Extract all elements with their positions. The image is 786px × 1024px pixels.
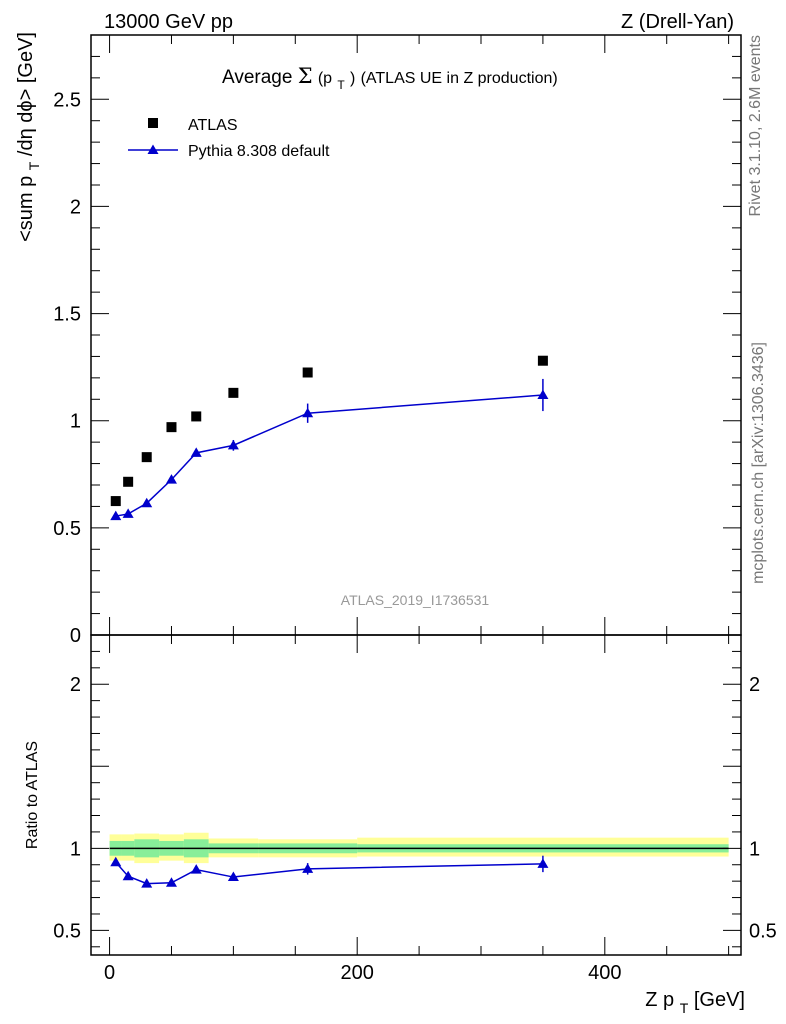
- atlas-point: [537, 355, 548, 366]
- title-sub: T: [337, 78, 345, 92]
- ylabel-post: /dη dϕ> [GeV]: [15, 32, 37, 156]
- legend-pythia-label: Pythia 8.308 default: [188, 143, 330, 160]
- atlas-point: [141, 452, 152, 463]
- atlas-point: [123, 476, 134, 487]
- title-prefix: Average: [222, 67, 298, 88]
- ylabel-sub: T: [26, 161, 42, 170]
- ylabel-pre: <sum p: [15, 176, 37, 242]
- title-close: ): [350, 70, 355, 87]
- ratio-y-tick-label: 0.5: [53, 920, 81, 942]
- title-open: (p: [318, 70, 332, 87]
- atlas-point: [191, 411, 202, 422]
- pythia-point: [122, 508, 134, 518]
- xlabel-post: [GeV]: [694, 989, 745, 1011]
- ratio-y-tick-label-right: 2: [749, 674, 760, 696]
- process-label: Z (Drell-Yan): [621, 11, 734, 33]
- ratio-pythia-point: [302, 863, 314, 873]
- ratio-y-tick-label: 2: [70, 674, 81, 696]
- pythia-line: [115, 394, 543, 517]
- main-ylabel: <sum p T /dη dϕ> [GeV]: [15, 32, 44, 242]
- pythia-point: [537, 389, 549, 399]
- pythia-point: [141, 497, 153, 508]
- atlas-point: [166, 422, 177, 433]
- legend-atlas-label: ATLAS: [188, 117, 238, 134]
- pythia-point: [302, 407, 314, 418]
- pythia-point: [110, 510, 122, 521]
- xlabel-sub: T: [680, 1000, 689, 1016]
- atlas-point: [228, 387, 239, 398]
- ratio-xlabel: Z p T [GeV]: [645, 989, 745, 1018]
- ratio-marks: [109, 832, 729, 888]
- title-suffix: (ATLAS UE in Z production): [361, 70, 558, 87]
- legend-pythia-marker: [147, 144, 159, 154]
- ratio-pythia-point: [141, 878, 153, 888]
- analysis-label: ATLAS_2019_I1736531: [341, 592, 490, 608]
- x-tick-label: 200: [341, 962, 374, 984]
- y-tick-label: 2: [70, 196, 81, 218]
- atlas-point: [302, 367, 313, 378]
- xlabel-pre: Z p: [645, 989, 674, 1011]
- main-marks: [110, 355, 549, 521]
- ratio-y-tick-label: 1: [70, 838, 81, 860]
- x-tick-label: 400: [588, 962, 621, 984]
- ratio-pythia-point: [537, 858, 549, 868]
- legend-atlas-marker: [148, 118, 158, 128]
- main-panel: 0 0.5 1 1.5 2 2.5 Average Σ (p T ) (ATLAS UE …: [15, 32, 742, 647]
- pythia-point: [190, 447, 202, 457]
- ratio-pythia-point: [122, 870, 134, 881]
- pythia-point: [227, 439, 239, 450]
- ratio-ticks: 0.5 0.5 1 1 2 2 0 200 400: [53, 634, 777, 984]
- ratio-pythia-point: [165, 877, 177, 887]
- rivet-label: Rivet 3.1.10, 2.6M events: [747, 35, 764, 216]
- y-tick-label: 0.5: [53, 518, 81, 540]
- title-sigma: Σ: [298, 64, 313, 88]
- y-tick-label: 0: [70, 625, 81, 647]
- ratio-ylabel: Ratio to ATLAS: [24, 741, 41, 849]
- ratio-frame: [90, 634, 742, 956]
- atlas-point: [110, 496, 121, 507]
- y-tick-label: 1.5: [53, 304, 81, 326]
- ratio-y-tick-label-right: 0.5: [749, 920, 777, 942]
- ratio-y-tick-label-right: 1: [749, 838, 760, 860]
- ratio-pythia-line: [115, 861, 543, 885]
- main-title: Average Σ (p T ) (ATLAS UE in Z producti…: [222, 64, 558, 94]
- x-tick-label: 0: [104, 962, 115, 984]
- ratio-pythia-point: [227, 871, 239, 882]
- ratio-pythia-point: [190, 864, 202, 874]
- y-tick-label: 1: [70, 411, 81, 433]
- energy-label: 13000 GeV pp: [104, 11, 233, 33]
- ratio-panel: 0.5 0.5 1 1 2 2 0 200 400 Ratio to ATLAS Z p T […: [24, 634, 777, 1018]
- ratio-pythia-point: [110, 856, 122, 867]
- mcplots-label: mcplots.cern.ch [arXiv:1306.3436]: [750, 342, 767, 584]
- y-tick-label: 2.5: [53, 89, 81, 111]
- pythia-point: [165, 474, 177, 484]
- legend: ATLAS Pythia 8.308 default: [128, 117, 330, 160]
